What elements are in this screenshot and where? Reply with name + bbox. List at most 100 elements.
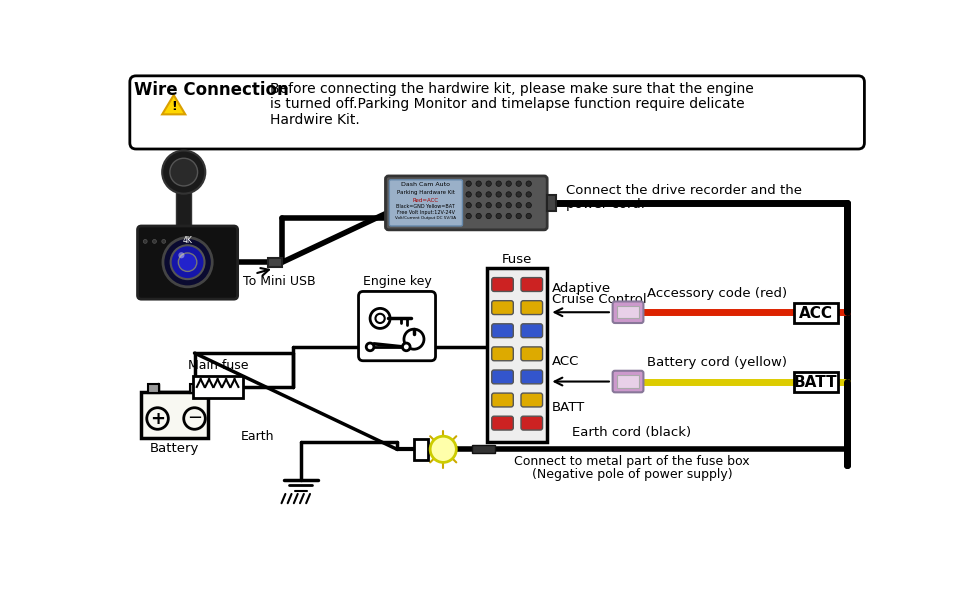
Text: BATT: BATT (794, 375, 837, 390)
FancyBboxPatch shape (491, 370, 513, 384)
Text: Before connecting the hardwire kit, please make sure that the engine: Before connecting the hardwire kit, plea… (269, 82, 753, 96)
Circle shape (476, 213, 481, 218)
Text: Black=GND Yellow=BAT: Black=GND Yellow=BAT (395, 203, 454, 209)
Text: (Negative pole of power supply): (Negative pole of power supply) (531, 468, 732, 481)
Circle shape (506, 203, 511, 208)
FancyBboxPatch shape (520, 347, 542, 361)
Bar (793, 372, 837, 392)
Circle shape (485, 192, 491, 197)
Bar (268, 257, 282, 267)
Circle shape (162, 151, 205, 194)
Text: Hardwire Kit.: Hardwire Kit. (269, 113, 359, 127)
FancyBboxPatch shape (520, 393, 542, 407)
Bar (616, 306, 639, 319)
FancyBboxPatch shape (491, 347, 513, 361)
Circle shape (485, 181, 491, 187)
Text: Earth cord (black): Earth cord (black) (572, 425, 691, 439)
Text: −: − (187, 409, 202, 427)
Text: BATT: BATT (551, 401, 584, 414)
Circle shape (170, 158, 198, 186)
FancyBboxPatch shape (385, 176, 547, 230)
Circle shape (516, 192, 521, 197)
Circle shape (525, 213, 531, 218)
Text: Accessory code (red): Accessory code (red) (646, 287, 786, 300)
Bar (141, 392, 208, 438)
Circle shape (143, 239, 147, 244)
Text: Free Volt Input:12V-24V: Free Volt Input:12V-24V (396, 210, 454, 215)
FancyBboxPatch shape (491, 301, 513, 314)
Text: Battery: Battery (149, 442, 199, 455)
Text: Cruise Control: Cruise Control (551, 293, 645, 306)
FancyBboxPatch shape (520, 301, 542, 314)
FancyBboxPatch shape (491, 278, 513, 292)
Text: Main fuse: Main fuse (188, 359, 248, 372)
Bar (486, 268, 547, 442)
Circle shape (465, 203, 471, 208)
Circle shape (465, 192, 471, 197)
Text: Earth: Earth (240, 430, 273, 443)
Bar (175, 191, 191, 230)
Circle shape (163, 238, 212, 287)
Bar (793, 303, 837, 323)
Text: Connect to metal part of the fuse box: Connect to metal part of the fuse box (514, 455, 749, 469)
Bar (148, 384, 159, 393)
Text: ACC: ACC (551, 355, 578, 368)
Circle shape (485, 203, 491, 208)
FancyBboxPatch shape (491, 416, 513, 430)
Circle shape (495, 181, 501, 187)
Text: ACC: ACC (798, 305, 832, 320)
Circle shape (506, 181, 511, 187)
Text: is turned off.Parking Monitor and timelapse function require delicate: is turned off.Parking Monitor and timela… (269, 97, 744, 112)
Bar (193, 376, 243, 398)
Circle shape (476, 192, 481, 197)
Bar (471, 445, 494, 453)
Circle shape (429, 436, 455, 463)
Text: Fuse: Fuse (501, 253, 532, 266)
Circle shape (495, 213, 501, 218)
Text: Engine key: Engine key (362, 275, 431, 287)
FancyBboxPatch shape (612, 301, 642, 323)
FancyBboxPatch shape (491, 393, 513, 407)
Circle shape (476, 181, 481, 187)
FancyBboxPatch shape (491, 324, 513, 338)
Circle shape (525, 192, 531, 197)
Text: Wire Connection: Wire Connection (135, 81, 289, 99)
Text: !: ! (171, 100, 176, 113)
Circle shape (465, 213, 471, 218)
FancyBboxPatch shape (612, 371, 642, 392)
Circle shape (152, 239, 156, 244)
Text: Battery cord (yellow): Battery cord (yellow) (646, 356, 786, 369)
Text: 4K: 4K (182, 236, 192, 245)
Bar (414, 439, 427, 460)
Text: power cord.: power cord. (566, 197, 644, 211)
Circle shape (162, 239, 166, 244)
Circle shape (525, 181, 531, 187)
Circle shape (178, 253, 197, 271)
Circle shape (178, 252, 184, 259)
Bar (547, 195, 556, 211)
Circle shape (465, 181, 471, 187)
FancyBboxPatch shape (138, 226, 237, 299)
Circle shape (171, 245, 204, 279)
Circle shape (476, 203, 481, 208)
Circle shape (485, 213, 491, 218)
Bar (190, 384, 201, 393)
Text: Connect the drive recorder and the: Connect the drive recorder and the (566, 184, 801, 197)
Text: Parking Hardware Kit: Parking Hardware Kit (396, 190, 454, 195)
Bar (616, 376, 639, 388)
Circle shape (495, 203, 501, 208)
FancyBboxPatch shape (520, 324, 542, 338)
FancyBboxPatch shape (130, 76, 863, 149)
Text: Red=ACC: Red=ACC (412, 197, 438, 203)
FancyBboxPatch shape (520, 416, 542, 430)
Circle shape (366, 343, 373, 351)
Circle shape (402, 343, 410, 351)
Polygon shape (162, 95, 185, 115)
FancyBboxPatch shape (520, 278, 542, 292)
Circle shape (506, 213, 511, 218)
Circle shape (516, 213, 521, 218)
Circle shape (525, 203, 531, 208)
Text: To Mini USB: To Mini USB (243, 275, 315, 288)
FancyBboxPatch shape (389, 180, 462, 226)
Text: Adaptive: Adaptive (551, 282, 610, 295)
